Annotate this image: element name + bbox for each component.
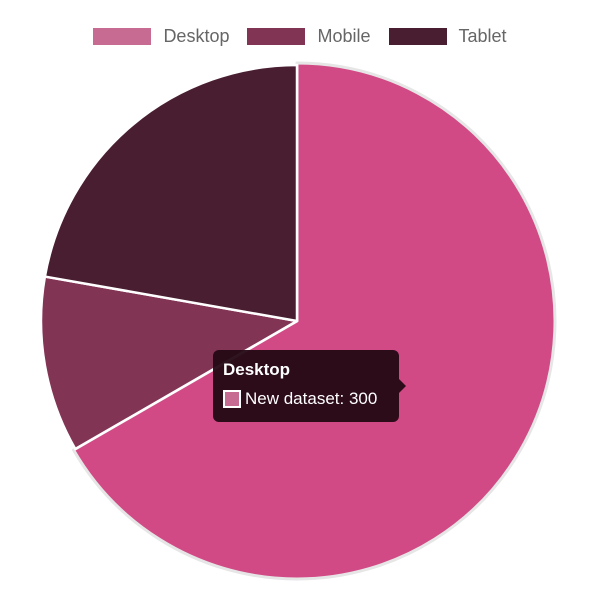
- chart-legend: Desktop Mobile Tablet: [0, 26, 600, 47]
- pie-slice-mobile[interactable]: [39, 275, 299, 451]
- legend-swatch-tablet: [388, 28, 447, 45]
- legend-label: Mobile: [317, 26, 371, 46]
- pie-slice-tablet[interactable]: [43, 63, 299, 323]
- legend-item-mobile[interactable]: Mobile: [247, 26, 371, 47]
- legend-label: Tablet: [458, 26, 507, 46]
- legend-swatch-mobile: [247, 28, 306, 45]
- tooltip-label: New dataset: 300: [245, 389, 378, 408]
- tooltip-color-swatch: [223, 390, 241, 408]
- pie-slices: [39, 61, 557, 581]
- legend-swatch-desktop: [93, 28, 152, 45]
- legend-label: Desktop: [163, 26, 230, 46]
- tooltip-title: Desktop: [223, 360, 291, 379]
- chart-tooltip: Desktop New dataset: 300: [213, 350, 406, 422]
- tooltip-body: New dataset: 300: [223, 389, 389, 409]
- legend-item-desktop[interactable]: Desktop: [93, 26, 229, 47]
- legend-item-tablet[interactable]: Tablet: [388, 26, 507, 47]
- pie-slice-desktop[interactable]: [72, 61, 557, 581]
